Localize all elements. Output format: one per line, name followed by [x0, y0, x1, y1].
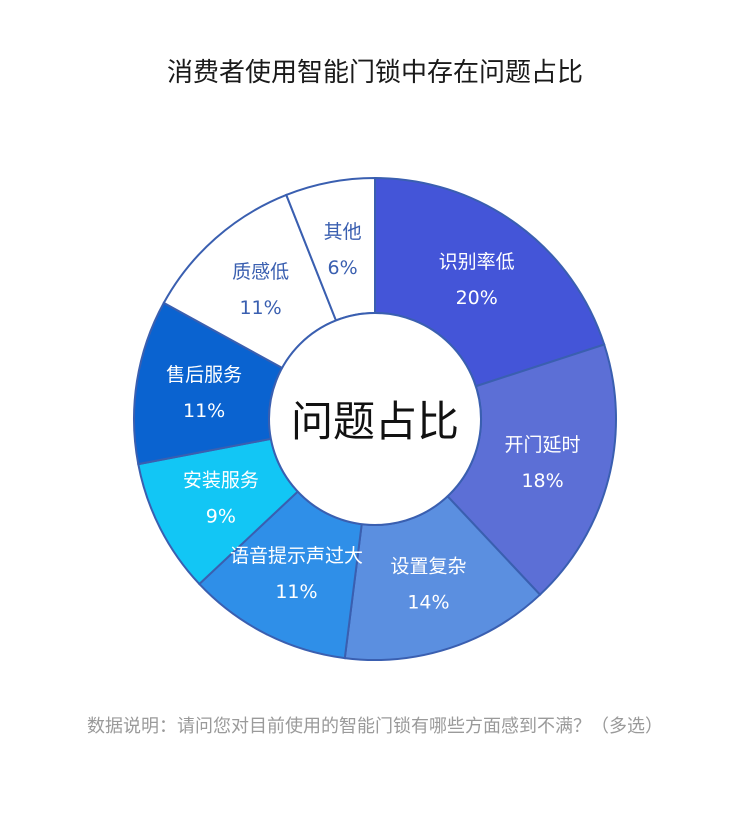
slice-value-label: 11% — [183, 400, 225, 422]
data-note: 数据说明：请问您对目前使用的智能门锁有哪些方面感到不满？（多选） — [87, 716, 663, 737]
chart-title: 消费者使用智能门锁中存在问题占比 — [166, 58, 583, 88]
slice-value-label: 9% — [206, 506, 236, 528]
slice-value-label: 11% — [239, 297, 281, 319]
slice-value-label: 14% — [407, 592, 449, 614]
slice-category-label: 识别率低 — [439, 251, 515, 273]
donut-hole — [268, 312, 482, 526]
slice-category-label: 开门延时 — [505, 434, 581, 456]
slice-value-label: 20% — [456, 287, 498, 309]
center-label: 问题占比 — [291, 397, 459, 446]
slice-category-label: 设置复杂 — [390, 556, 466, 578]
slice-category-label: 其他 — [324, 221, 362, 243]
slice-category-label: 质感低 — [232, 261, 289, 283]
slice-category-label: 售后服务 — [166, 364, 242, 386]
slice-value-label: 6% — [328, 257, 358, 279]
slice-value-label: 18% — [521, 470, 563, 492]
slice-value-label: 11% — [275, 581, 317, 603]
slice-category-label: 安装服务 — [183, 470, 259, 492]
slice-category-label: 语音提示声过大 — [230, 545, 363, 567]
